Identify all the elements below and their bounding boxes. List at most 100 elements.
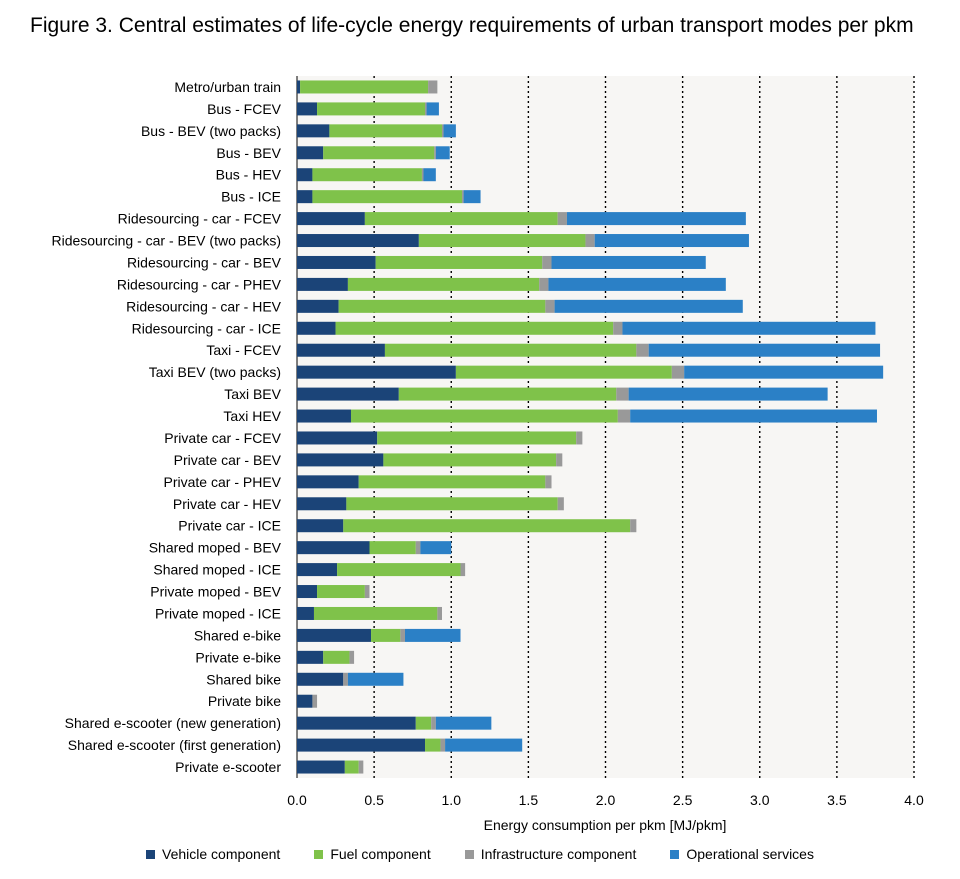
category-label: Shared e-bike [194,627,281,643]
category-label: Taxi BEV [224,386,281,402]
bar-vehicle [297,102,318,116]
category-label: Private e-scooter [175,759,281,775]
category-label: Private moped - BEV [150,584,281,600]
bar-operational [628,387,828,401]
bar-vehicle [297,124,330,138]
bar-infrastructure [441,124,444,138]
x-axis-title: Energy consumption per pkm [MJ/pkm] [484,817,727,833]
legend-label: Infrastructure component [480,846,637,862]
bar-fuel [329,124,442,138]
bar-infrastructure [539,277,549,291]
bar-infrastructure [428,80,438,94]
legend-item-fuel: Fuel component [314,846,431,862]
bar-vehicle [297,212,365,226]
bar-fuel [418,234,586,248]
legend: Vehicle component Fuel component Infrastru… [0,846,960,862]
x-tick-label: 1.0 [442,792,462,808]
bar-fuel [350,409,618,423]
bar-operational [347,672,404,686]
bar-fuel [347,277,540,291]
bar-operational [426,102,439,116]
bar-infrastructure [400,628,405,642]
bar-vehicle [297,738,426,752]
bar-fuel [415,716,432,730]
x-tick-label: 4.0 [904,792,924,808]
bar-infrastructure [617,409,631,423]
bar-fuel [323,650,350,664]
category-label: Ridesourcing - car - ICE [132,320,281,336]
category-label: Taxi - FCEV [206,342,281,358]
category-label: Bus - HEV [216,167,282,183]
bar-operational [420,541,452,555]
bar-fuel [364,212,558,226]
bar-infrastructure [364,585,370,599]
bar-operational [445,738,523,752]
category-label: Ridesourcing - car - FCEV [118,211,282,227]
bar-fuel [358,475,546,489]
bar-infrastructure [431,716,436,730]
category-label: Ridesourcing - car - BEV [127,254,282,270]
bar-vehicle [297,563,338,577]
bar-operational [435,146,450,160]
bar-operational [423,168,436,182]
bar-fuel [377,431,577,445]
bar-infrastructure [585,234,595,248]
bar-vehicle [297,475,359,489]
bar-infrastructure [437,606,442,620]
legend-swatch [670,849,680,859]
bar-operational [684,365,884,379]
x-tick-label: 0.0 [287,792,307,808]
bar-fuel [313,606,438,620]
bar-vehicle [297,146,324,160]
bar-fuel [300,80,429,94]
category-label: Taxi HEV [223,408,281,424]
bar-fuel [323,146,435,160]
bar-infrastructure [460,563,466,577]
bar-vehicle [297,497,347,511]
category-label: Bus - BEV [216,145,281,161]
bar-operational [463,190,481,204]
category-label: Private car - ICE [178,518,281,534]
bar-vehicle [297,299,339,313]
legend-item-infrastructure: Infrastructure component [464,846,637,862]
bar-infrastructure [616,387,629,401]
category-label: Shared moped - ICE [153,562,281,578]
category-label: Bus - ICE [221,189,281,205]
category-label: Ridesourcing - car - HEV [126,298,281,314]
bar-operational [443,124,456,138]
category-label: Private car - BEV [174,452,282,468]
category-label: Ridesourcing - car - BEV (two packs) [51,233,281,249]
category-label: Private moped - ICE [155,605,281,621]
bar-fuel [425,738,441,752]
bar-vehicle [297,255,376,269]
legend-swatch [464,849,474,859]
bar-infrastructure [349,650,355,664]
x-tick-label: 2.5 [673,792,693,808]
bar-vehicle [297,585,318,599]
legend-label: Fuel component [330,846,431,862]
bar-fuel [384,343,637,357]
category-label: Shared e-scooter (first generation) [68,737,281,753]
category-label: Shared e-scooter (new generation) [65,715,281,731]
x-tick-label: 3.5 [827,792,847,808]
legend-item-vehicle: Vehicle component [146,846,280,862]
category-label: Shared moped - BEV [149,540,282,556]
bar-infrastructure [415,541,421,555]
bar-vehicle [297,628,372,642]
bar-vehicle [297,650,324,664]
bar-infrastructure [557,497,564,511]
category-label: Shared bike [206,671,281,687]
bar-vehicle [297,168,313,182]
bar-vehicle [297,343,385,357]
bar-vehicle [297,80,301,94]
bar-infrastructure [421,168,424,182]
bar-vehicle [297,431,378,445]
bar-operational [566,212,746,226]
bar-vehicle [297,277,348,291]
category-label: Private car - HEV [173,496,282,512]
bar-fuel [383,453,557,467]
bar-fuel [312,168,422,182]
bar-operational [548,277,726,291]
legend-label: Vehicle component [162,846,281,862]
bar-infrastructure [358,760,364,774]
